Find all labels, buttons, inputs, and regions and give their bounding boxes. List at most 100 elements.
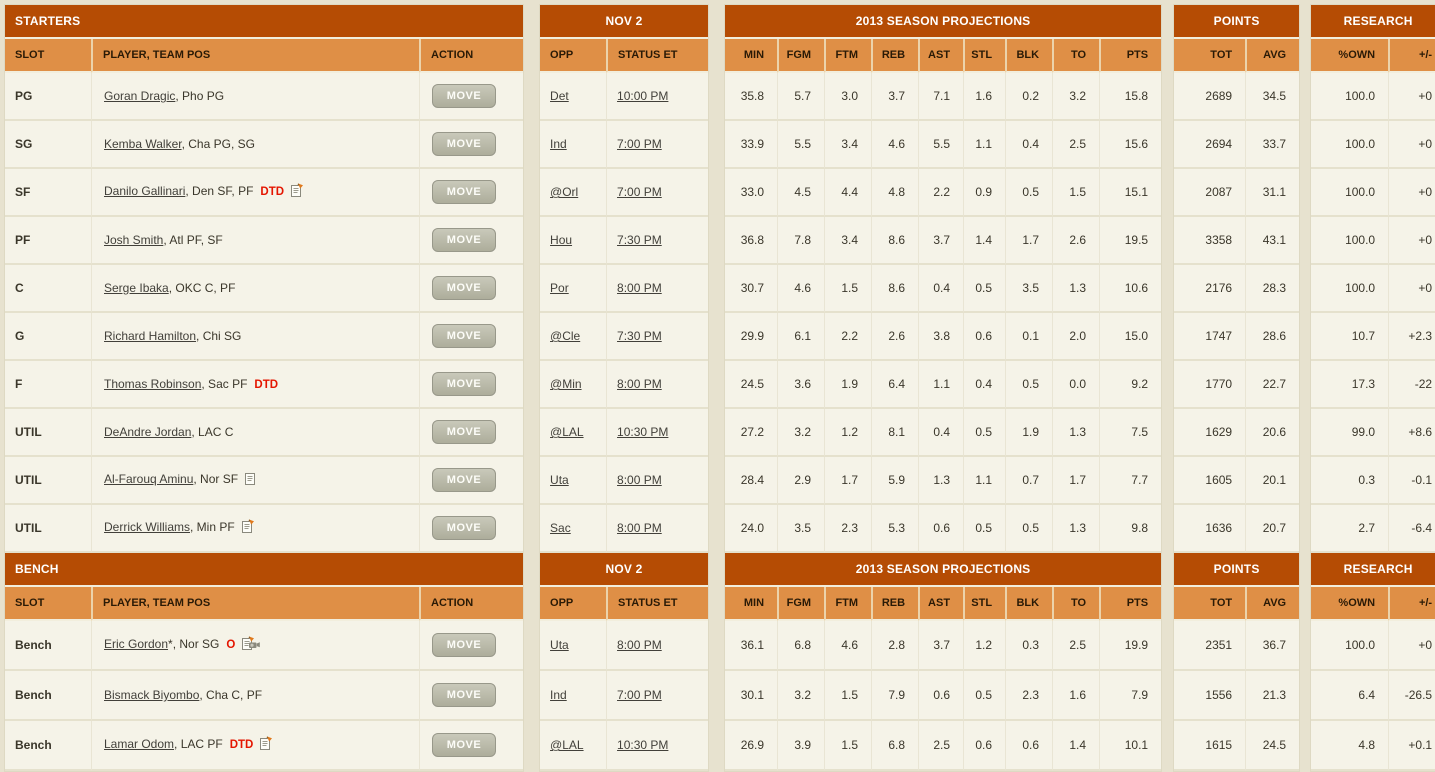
opp-link[interactable]: Ind bbox=[550, 137, 567, 151]
move-button[interactable]: MOVE bbox=[432, 84, 496, 108]
move-button[interactable]: MOVE bbox=[432, 633, 496, 657]
player-link[interactable]: Richard Hamilton bbox=[104, 329, 197, 343]
game-time-link[interactable]: 7:30 PM bbox=[617, 329, 662, 343]
game-time-link[interactable]: 8:00 PM bbox=[617, 377, 662, 391]
game-time-link[interactable]: 10:30 PM bbox=[617, 425, 669, 439]
min-stat-cell: 24.5 bbox=[725, 361, 778, 409]
roster-row: C Serge Ibaka, OKC C, PF MOVE bbox=[5, 265, 524, 313]
opp-cell: @Cle bbox=[540, 313, 607, 361]
note-icon[interactable] bbox=[244, 471, 259, 489]
player-link[interactable]: DeAndre Jordan bbox=[104, 425, 192, 439]
move-button[interactable]: MOVE bbox=[432, 276, 496, 300]
starters-section-header: STARTERS bbox=[5, 5, 524, 39]
fgm-stat-cell: 4.5 bbox=[777, 169, 825, 217]
opp-cell: Uta bbox=[540, 621, 607, 671]
fgm-stat-cell: 3.5 bbox=[777, 505, 825, 553]
stl-stat-cell: 1.2 bbox=[963, 621, 1006, 671]
player-link[interactable]: Goran Dragic bbox=[104, 89, 176, 103]
plus-minus-cell: +2.3 bbox=[1388, 313, 1435, 361]
opp-link[interactable]: Ind bbox=[550, 688, 567, 702]
opp-link[interactable]: Por bbox=[550, 281, 569, 295]
move-button[interactable]: MOVE bbox=[432, 324, 496, 348]
player-link[interactable]: Lamar Odom bbox=[104, 737, 175, 751]
opp-link[interactable]: @Min bbox=[550, 377, 582, 391]
ast-stat-cell: 0.6 bbox=[918, 505, 964, 553]
game-row: Sac 8:00 PM bbox=[540, 505, 709, 553]
move-button[interactable]: MOVE bbox=[432, 733, 496, 757]
game-time-link[interactable]: 10:30 PM bbox=[617, 738, 669, 752]
player-link[interactable]: Derrick Williams bbox=[104, 520, 190, 534]
player-column-header: PLAYER, TEAM POS bbox=[91, 587, 419, 621]
note-pencil-video-icon[interactable] bbox=[241, 636, 261, 654]
move-button[interactable]: MOVE bbox=[432, 516, 496, 540]
research-row: 100.0 +0 bbox=[1311, 121, 1435, 169]
player-link[interactable]: Eric Gordon bbox=[104, 637, 169, 651]
points-section-header: POINTS bbox=[1174, 553, 1300, 587]
game-time-link[interactable]: 7:00 PM bbox=[617, 688, 662, 702]
player-link[interactable]: Al-Farouq Aminu bbox=[104, 472, 194, 486]
stl-stat-cell: 0.5 bbox=[963, 671, 1006, 721]
player-team-pos: , LAC PF bbox=[174, 737, 223, 751]
game-time-link[interactable]: 7:30 PM bbox=[617, 233, 662, 247]
game-time-link[interactable]: 8:00 PM bbox=[617, 281, 662, 295]
player-link[interactable]: Bismack Biyombo bbox=[104, 688, 200, 702]
to-stat-cell: 1.3 bbox=[1052, 505, 1100, 553]
opp-link[interactable]: Hou bbox=[550, 233, 573, 247]
move-button[interactable]: MOVE bbox=[432, 228, 496, 252]
research-table: RESEARCH %OWN +/- 100.0 +0 100.0 +0 100.0 +0 1… bbox=[1310, 4, 1435, 772]
opp-link[interactable]: @Orl bbox=[550, 185, 579, 199]
points-total-cell: 1615 bbox=[1174, 721, 1246, 771]
player-team-pos: , Min PF bbox=[190, 520, 235, 534]
note-pencil-icon[interactable] bbox=[241, 519, 256, 537]
slot-cell: UTIL bbox=[5, 409, 91, 457]
move-button[interactable]: MOVE bbox=[432, 132, 496, 156]
opp-link[interactable]: Sac bbox=[550, 521, 571, 535]
points-row: 3358 43.1 bbox=[1174, 217, 1300, 265]
pts-stat-cell: 19.5 bbox=[1099, 217, 1162, 265]
move-button[interactable]: MOVE bbox=[432, 372, 496, 396]
stl-stat-cell: 0.5 bbox=[963, 505, 1006, 553]
player-link[interactable]: Serge Ibaka bbox=[104, 281, 169, 295]
move-button[interactable]: MOVE bbox=[432, 683, 496, 707]
projection-stats-row: 30.1 3.2 1.5 7.9 0.6 0.5 2.3 1.6 7.9 bbox=[725, 671, 1162, 721]
roster-row: PF Josh Smith, Atl PF, SF MOVE bbox=[5, 217, 524, 265]
pct-owned-cell: 6.4 bbox=[1311, 671, 1389, 721]
game-time-link[interactable]: 7:00 PM bbox=[617, 137, 662, 151]
reb-stat-cell: 8.6 bbox=[871, 265, 919, 313]
min-stat-cell: 28.4 bbox=[725, 457, 778, 505]
opp-link[interactable]: @Cle bbox=[550, 329, 581, 343]
roster-row: Bench Bismack Biyombo, Cha C, PF MOVE bbox=[5, 671, 524, 721]
player-link[interactable]: Thomas Robinson bbox=[104, 377, 202, 391]
move-button[interactable]: MOVE bbox=[432, 468, 496, 492]
ast-stat-cell: 0.6 bbox=[918, 671, 964, 721]
action-cell: MOVE bbox=[419, 457, 524, 505]
min-stat-cell: 30.7 bbox=[725, 265, 778, 313]
opp-link[interactable]: Det bbox=[550, 89, 569, 103]
move-button[interactable]: MOVE bbox=[432, 180, 496, 204]
opp-link[interactable]: @LAL bbox=[550, 738, 584, 752]
player-link[interactable]: Josh Smith bbox=[104, 233, 164, 247]
game-time-link[interactable]: 8:00 PM bbox=[617, 473, 662, 487]
game-time-link[interactable]: 8:00 PM bbox=[617, 638, 662, 652]
player-link[interactable]: Danilo Gallinari bbox=[104, 184, 186, 198]
move-button[interactable]: MOVE bbox=[432, 420, 496, 444]
research-row: 2.7 -6.4 bbox=[1311, 505, 1435, 553]
opp-link[interactable]: Uta bbox=[550, 473, 569, 487]
note-pencil-icon[interactable] bbox=[290, 183, 305, 201]
player-link[interactable]: Kemba Walker bbox=[104, 137, 182, 151]
game-time-link[interactable]: 10:00 PM bbox=[617, 89, 669, 103]
game-time-link[interactable]: 7:00 PM bbox=[617, 185, 662, 199]
note-pencil-icon[interactable] bbox=[259, 736, 274, 754]
tot-column-header: TOT bbox=[1174, 39, 1246, 73]
fgm-stat-cell: 5.5 bbox=[777, 121, 825, 169]
fgm-stat-cell: 3.2 bbox=[777, 671, 825, 721]
game-time-link[interactable]: 8:00 PM bbox=[617, 521, 662, 535]
pts-stat-cell: 19.9 bbox=[1099, 621, 1162, 671]
opp-link[interactable]: @LAL bbox=[550, 425, 584, 439]
action-cell: MOVE bbox=[419, 505, 524, 553]
slot-cell: PG bbox=[5, 73, 91, 121]
game-date-header: NOV 2 bbox=[540, 553, 709, 587]
to-stat-cell: 2.5 bbox=[1052, 121, 1100, 169]
opp-link[interactable]: Uta bbox=[550, 638, 569, 652]
